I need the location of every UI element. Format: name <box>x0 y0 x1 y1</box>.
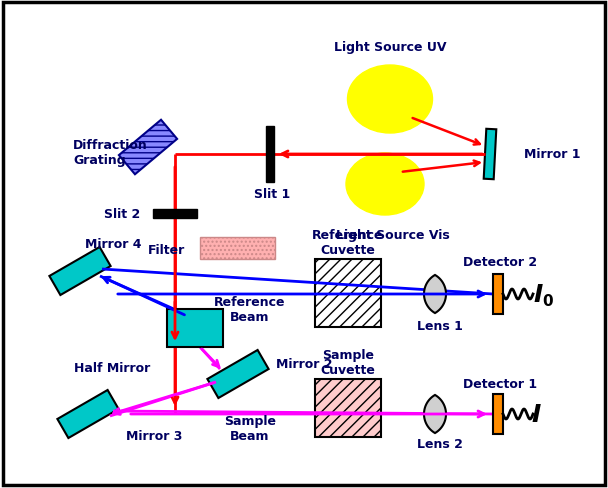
Text: Filter: Filter <box>148 243 185 256</box>
Text: Light Source Vis: Light Source Vis <box>336 228 450 241</box>
Text: Mirror 3: Mirror 3 <box>126 429 182 443</box>
Text: Mirror 4: Mirror 4 <box>85 237 142 250</box>
Text: Light Source UV: Light Source UV <box>334 41 446 54</box>
Text: Lens 1: Lens 1 <box>417 320 463 333</box>
Bar <box>493 394 503 434</box>
Polygon shape <box>49 247 111 295</box>
Text: Detector 2: Detector 2 <box>463 256 537 269</box>
Ellipse shape <box>348 66 432 134</box>
Bar <box>493 274 503 314</box>
Text: Reference
Beam: Reference Beam <box>214 295 286 324</box>
Bar <box>266 127 274 183</box>
Text: Mirror 1: Mirror 1 <box>524 148 581 161</box>
Text: Slit 1: Slit 1 <box>254 188 290 201</box>
Polygon shape <box>484 129 496 180</box>
Bar <box>167 309 223 347</box>
Polygon shape <box>57 390 119 438</box>
Text: Reference
Cuvette: Reference Cuvette <box>313 228 384 257</box>
Polygon shape <box>424 275 446 313</box>
Text: 0: 0 <box>543 293 553 308</box>
Text: Sample
Beam: Sample Beam <box>224 414 276 442</box>
Text: Detector 1: Detector 1 <box>463 378 537 391</box>
Bar <box>200 238 275 260</box>
Text: Mirror 2: Mirror 2 <box>276 358 333 371</box>
Bar <box>153 209 197 219</box>
Text: Lens 2: Lens 2 <box>417 438 463 450</box>
Bar <box>315 260 381 327</box>
Text: Diffraction
Grating: Diffraction Grating <box>73 139 148 167</box>
Text: I: I <box>533 283 542 306</box>
Polygon shape <box>119 121 177 175</box>
Polygon shape <box>424 395 446 433</box>
Text: I: I <box>531 402 541 426</box>
Text: Slit 2: Slit 2 <box>104 208 140 221</box>
Bar <box>315 379 381 437</box>
Polygon shape <box>207 350 269 398</box>
Text: Sample
Cuvette: Sample Cuvette <box>320 348 375 376</box>
Text: Half Mirror: Half Mirror <box>74 361 150 374</box>
Ellipse shape <box>346 154 424 216</box>
